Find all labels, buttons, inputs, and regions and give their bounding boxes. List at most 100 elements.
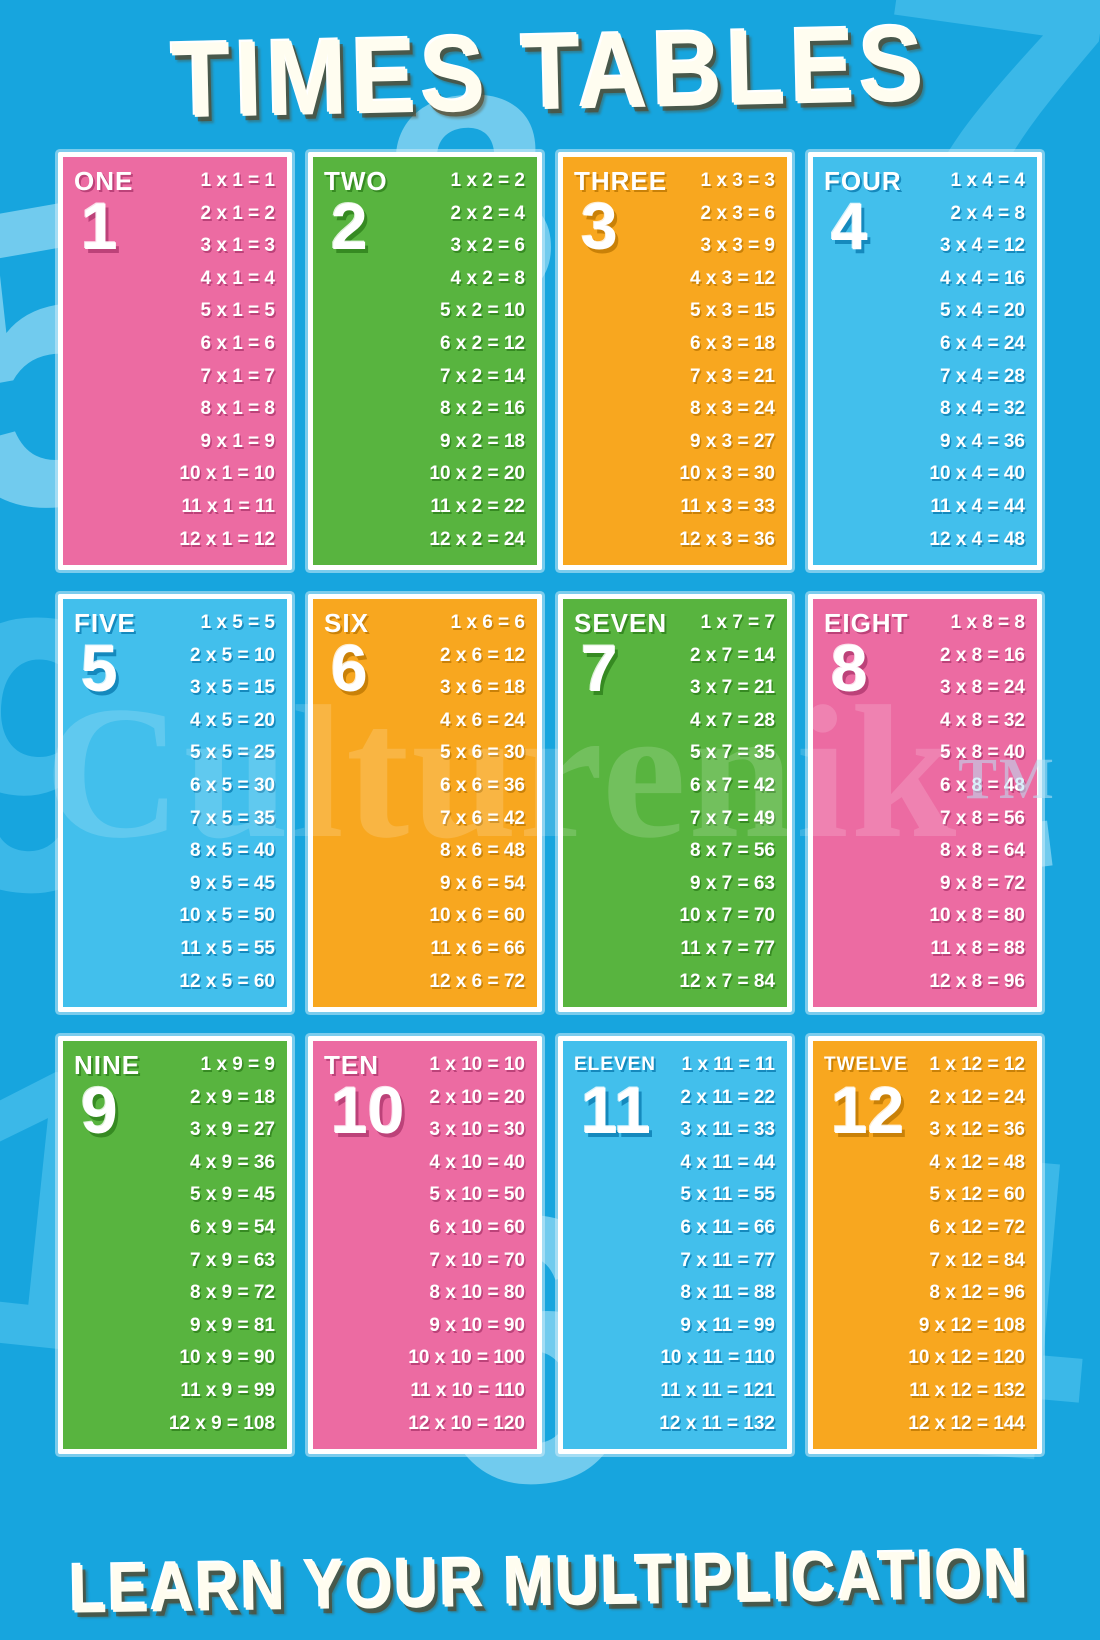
equation-row: 7 x 5 = 35 bbox=[189, 807, 275, 829]
equation-row: 12 x 10 = 120 bbox=[408, 1412, 525, 1434]
equation-row: 12 x 3 = 36 bbox=[679, 528, 775, 550]
card-word-label: TWO bbox=[324, 166, 388, 196]
equation-row: 12 x 11 = 132 bbox=[659, 1412, 775, 1434]
card-word-label: THREE bbox=[574, 166, 668, 196]
equation-row: 9 x 12 = 108 bbox=[918, 1314, 1025, 1336]
equation-row: 11 x 3 = 33 bbox=[680, 495, 775, 517]
times-tables-grid: ONE 1 1 x 1 = 1 2 x 1 = 2 3 x 1 = 3 4 x 1 =… bbox=[58, 152, 1042, 1454]
equation-list: 1 x 1 = 1 2 x 1 = 2 3 x 1 = 3 4 x 1 = 4 5 x … bbox=[179, 165, 275, 556]
equation-row: 12 x 1 = 12 bbox=[179, 528, 275, 550]
card-big-number: 9 bbox=[81, 1073, 118, 1147]
equation-row: 7 x 3 = 21 bbox=[689, 365, 775, 387]
equation-row: 3 x 5 = 15 bbox=[189, 677, 275, 699]
equation-row: 2 x 2 = 4 bbox=[450, 202, 525, 224]
equation-row: 2 x 7 = 14 bbox=[689, 644, 775, 666]
equation-row: 11 x 6 = 66 bbox=[430, 937, 525, 959]
times-table-card-eleven: ELEVEN 11 1 x 11 = 11 2 x 11 = 22 3 x 11 =… bbox=[558, 1036, 792, 1454]
equation-row: 12 x 6 = 72 bbox=[429, 970, 525, 992]
equation-row: 7 x 8 = 56 bbox=[939, 807, 1025, 829]
equation-row: 8 x 1 = 8 bbox=[200, 398, 275, 420]
equation-row: 2 x 12 = 24 bbox=[929, 1086, 1025, 1108]
equation-row: 4 x 2 = 8 bbox=[450, 267, 525, 289]
equation-row: 10 x 6 = 60 bbox=[429, 905, 525, 927]
equation-row: 6 x 1 = 6 bbox=[200, 332, 275, 354]
equation-list: 1 x 9 = 9 2 x 9 = 18 3 x 9 = 27 4 x 9 = 36 5… bbox=[169, 1049, 275, 1440]
card-word-label: FOUR bbox=[824, 166, 902, 196]
equation-row: 4 x 4 = 16 bbox=[939, 267, 1025, 289]
equation-row: 10 x 1 = 10 bbox=[179, 463, 275, 485]
equation-row: 8 x 7 = 56 bbox=[689, 840, 775, 862]
equation-list: 1 x 5 = 5 2 x 5 = 10 3 x 5 = 15 4 x 5 = 20 5… bbox=[179, 607, 275, 998]
equation-row: 5 x 3 = 15 bbox=[689, 300, 775, 322]
equation-row: 7 x 2 = 14 bbox=[439, 365, 525, 387]
equation-row: 5 x 5 = 25 bbox=[189, 742, 275, 764]
equation-row: 3 x 3 = 9 bbox=[700, 235, 775, 257]
equation-row: 9 x 7 = 63 bbox=[689, 872, 775, 894]
card-big-number: 11 bbox=[581, 1073, 651, 1147]
equation-row: 6 x 6 = 36 bbox=[439, 774, 525, 796]
equation-row: 11 x 2 = 22 bbox=[430, 495, 525, 517]
equation-row: 4 x 9 = 36 bbox=[189, 1151, 275, 1173]
equation-row: 6 x 12 = 72 bbox=[929, 1216, 1025, 1238]
equation-row: 9 x 2 = 18 bbox=[439, 430, 525, 452]
times-table-card-eight: EIGHT 8 1 x 8 = 8 2 x 8 = 16 3 x 8 = 24 4 x… bbox=[808, 594, 1042, 1012]
card-word-label: FIVE bbox=[74, 608, 136, 638]
equation-row: 8 x 8 = 64 bbox=[939, 840, 1025, 862]
equation-row: 5 x 4 = 20 bbox=[939, 300, 1025, 322]
equation-row: 1 x 8 = 8 bbox=[950, 612, 1025, 633]
equation-row: 4 x 5 = 20 bbox=[189, 709, 275, 731]
times-table-card-ten: TEN 10 1 x 10 = 10 2 x 10 = 20 3 x 10 = 30… bbox=[308, 1036, 542, 1454]
equation-row: 12 x 12 = 144 bbox=[908, 1412, 1025, 1434]
equation-row: 1 x 4 = 4 bbox=[950, 170, 1025, 191]
equation-row: 2 x 8 = 16 bbox=[939, 644, 1025, 666]
equation-row: 10 x 4 = 40 bbox=[929, 463, 1025, 485]
card-big-number: 8 bbox=[831, 631, 868, 705]
equation-row: 3 x 10 = 30 bbox=[429, 1119, 525, 1141]
equation-list: 1 x 3 = 3 2 x 3 = 6 3 x 3 = 9 4 x 3 = 12 5 x… bbox=[679, 165, 775, 556]
equation-row: 11 x 7 = 77 bbox=[680, 937, 775, 959]
equation-row: 4 x 1 = 4 bbox=[200, 267, 275, 289]
equation-row: 7 x 6 = 42 bbox=[439, 807, 525, 829]
card-big-number: 1 bbox=[81, 189, 118, 263]
equation-row: 12 x 5 = 60 bbox=[179, 970, 275, 992]
equation-row: 6 x 2 = 12 bbox=[439, 332, 525, 354]
equation-row: 9 x 11 = 99 bbox=[680, 1314, 775, 1336]
equation-row: 2 x 3 = 6 bbox=[700, 202, 775, 224]
equation-row: 5 x 1 = 5 bbox=[200, 300, 275, 322]
card-word-label: NINE bbox=[74, 1050, 141, 1080]
card-word-label: TEN bbox=[324, 1050, 379, 1080]
equation-row: 11 x 10 = 110 bbox=[410, 1379, 525, 1401]
times-table-card-one: ONE 1 1 x 1 = 1 2 x 1 = 2 3 x 1 = 3 4 x 1 =… bbox=[58, 152, 292, 570]
equation-row: 4 x 10 = 40 bbox=[429, 1151, 525, 1173]
equation-row: 2 x 9 = 18 bbox=[189, 1086, 275, 1108]
equation-row: 6 x 9 = 54 bbox=[189, 1216, 275, 1238]
card-big-number: 2 bbox=[331, 189, 368, 263]
equation-row: 10 x 11 = 110 bbox=[660, 1347, 775, 1369]
equation-row: 12 x 4 = 48 bbox=[929, 528, 1025, 550]
equation-row: 7 x 9 = 63 bbox=[189, 1249, 275, 1271]
equation-row: 4 x 3 = 12 bbox=[689, 267, 775, 289]
equation-row: 7 x 4 = 28 bbox=[939, 365, 1025, 387]
equation-row: 4 x 6 = 24 bbox=[439, 709, 525, 731]
equation-row: 5 x 11 = 55 bbox=[680, 1184, 775, 1206]
equation-row: 1 x 3 = 3 bbox=[700, 170, 775, 191]
equation-row: 3 x 6 = 18 bbox=[439, 677, 525, 699]
equation-row: 5 x 8 = 40 bbox=[939, 742, 1025, 764]
times-table-card-four: FOUR 4 1 x 4 = 4 2 x 4 = 8 3 x 4 = 12 4 x 4… bbox=[808, 152, 1042, 570]
equation-row: 3 x 2 = 6 bbox=[450, 235, 525, 257]
equation-row: 2 x 6 = 12 bbox=[439, 644, 525, 666]
equation-row: 1 x 5 = 5 bbox=[200, 612, 275, 633]
equation-list: 1 x 11 = 11 2 x 11 = 22 3 x 11 = 33 4 x 11 … bbox=[659, 1049, 775, 1440]
times-table-card-seven: SEVEN 7 1 x 7 = 7 2 x 7 = 14 3 x 7 = 21 4 x… bbox=[558, 594, 792, 1012]
equation-row: 12 x 7 = 84 bbox=[679, 970, 775, 992]
equation-row: 2 x 5 = 10 bbox=[189, 644, 275, 666]
card-big-number: 10 bbox=[331, 1073, 405, 1147]
equation-row: 1 x 10 = 10 bbox=[429, 1054, 525, 1075]
times-table-card-nine: NINE 9 1 x 9 = 9 2 x 9 = 18 3 x 9 = 27 4 x … bbox=[58, 1036, 292, 1454]
card-big-number: 4 bbox=[831, 189, 868, 263]
equation-row: 7 x 7 = 49 bbox=[689, 807, 775, 829]
card-big-number: 12 bbox=[831, 1073, 905, 1147]
equation-row: 9 x 9 = 81 bbox=[189, 1314, 275, 1336]
equation-row: 8 x 9 = 72 bbox=[189, 1282, 275, 1304]
